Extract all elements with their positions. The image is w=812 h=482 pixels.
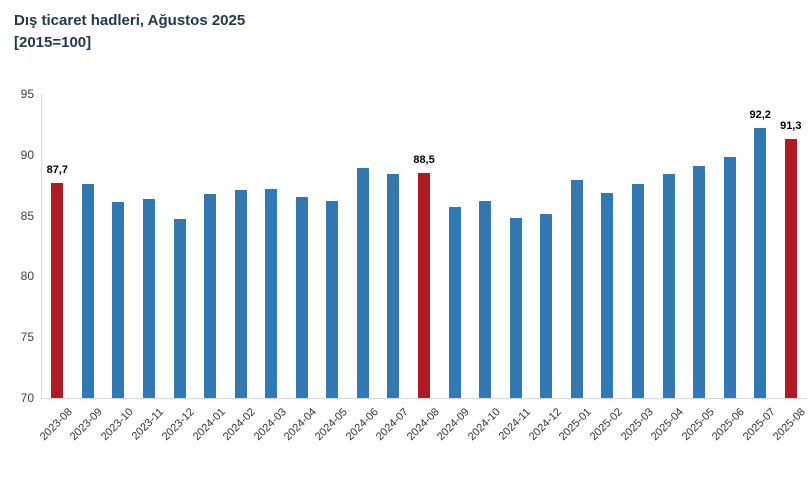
chart-bar-2025-01[interactable] bbox=[570, 180, 583, 398]
y-axis: 70 75 80 85 90 95 bbox=[0, 87, 34, 405]
x-tick-label: 2024-02 bbox=[221, 406, 259, 444]
bar-slot: 2024-12 bbox=[527, 94, 564, 443]
chart-bar-2024-06[interactable] bbox=[356, 168, 369, 398]
bar-slot: 2024-04 bbox=[282, 94, 319, 443]
y-tick-label: 90 bbox=[20, 147, 34, 162]
chart-subtitle: [2015=100] bbox=[14, 34, 92, 51]
y-tick-label: 85 bbox=[20, 208, 34, 223]
chart-bar-2024-09[interactable] bbox=[448, 207, 461, 398]
chart-bar-2023-08[interactable] bbox=[51, 182, 64, 398]
chart-bar-2024-08[interactable] bbox=[418, 173, 431, 398]
x-tick-label: 2025-08 bbox=[771, 406, 809, 444]
x-tick-label: 2025-02 bbox=[587, 406, 625, 444]
chart-bar-2024-07[interactable] bbox=[387, 174, 400, 398]
chart-bar-2025-03[interactable] bbox=[631, 183, 644, 398]
bar-slot: 2024-03 bbox=[252, 94, 289, 443]
bar-slot: 88,5 2024-08 bbox=[404, 94, 441, 443]
x-tick-label: 2024-05 bbox=[312, 406, 350, 444]
x-tick-label: 2024-08 bbox=[404, 406, 442, 444]
x-tick-label: 2025-03 bbox=[618, 406, 656, 444]
bar-slot: 87,7 2023-08 bbox=[38, 94, 75, 443]
bar-slot: 92,2 2025-07 bbox=[741, 94, 778, 443]
x-tick-label: 2024-12 bbox=[526, 406, 564, 444]
x-tick-label: 2024-06 bbox=[343, 406, 381, 444]
chart-bar-2024-03[interactable] bbox=[265, 188, 278, 398]
bar-value-label: 88,5 bbox=[413, 154, 435, 167]
x-tick-label: 2023-08 bbox=[37, 406, 75, 444]
chart-bar-2023-12[interactable] bbox=[173, 219, 186, 398]
x-tick-label: 2024-07 bbox=[373, 406, 411, 444]
x-tick-label: 2025-05 bbox=[679, 406, 717, 444]
chart-bar-2025-06[interactable] bbox=[723, 157, 736, 398]
y-tick-label: 70 bbox=[20, 391, 34, 405]
bar-slot: 2025-06 bbox=[710, 94, 747, 443]
chart-bar-2025-04[interactable] bbox=[662, 174, 675, 398]
bar-slot: 2025-05 bbox=[680, 94, 717, 443]
chart-bar-2024-04[interactable] bbox=[295, 197, 308, 398]
x-tick-label: 2025-04 bbox=[648, 406, 687, 444]
x-tick-label: 2023-09 bbox=[68, 406, 106, 444]
chart-bar-2024-11[interactable] bbox=[509, 218, 522, 398]
chart-bar-2025-08[interactable] bbox=[784, 139, 797, 398]
y-tick-label: 75 bbox=[20, 330, 34, 345]
chart-bar-2024-02[interactable] bbox=[234, 190, 247, 398]
x-tick-label: 2024-03 bbox=[251, 406, 289, 444]
chart-header: Dış ticaret hadleri, Ağustos 2025 [2015=… bbox=[14, 10, 245, 54]
bar-slot: 2025-04 bbox=[649, 94, 686, 443]
chart-bar-2025-05[interactable] bbox=[693, 165, 706, 398]
chart-bar-2023-11[interactable] bbox=[142, 198, 155, 398]
bar-slot: 2023-10 bbox=[99, 94, 136, 443]
x-tick-label: 2025-07 bbox=[740, 406, 778, 444]
x-tick-label: 2023-10 bbox=[98, 406, 136, 444]
y-tick-label: 95 bbox=[20, 87, 34, 101]
x-tick-label: 2024-04 bbox=[282, 406, 320, 444]
bar-slot: 2024-09 bbox=[435, 94, 472, 443]
x-tick-label: 2024-11 bbox=[496, 406, 534, 443]
y-tick-label: 80 bbox=[20, 269, 34, 284]
bar-slot: 2023-12 bbox=[160, 94, 197, 443]
chart-bar-2024-12[interactable] bbox=[540, 214, 553, 398]
bar-slot: 2023-11 bbox=[130, 94, 166, 442]
chart-bar-2024-05[interactable] bbox=[326, 201, 339, 398]
chart-bar-2025-07[interactable] bbox=[754, 128, 767, 398]
bar-value-label: 92,2 bbox=[749, 109, 771, 122]
chart-bar-2024-10[interactable] bbox=[479, 201, 492, 398]
bar-slot: 2024-02 bbox=[221, 94, 258, 443]
x-tick-label: 2024-09 bbox=[435, 406, 473, 444]
bar-slot: 2024-10 bbox=[466, 94, 503, 443]
bar-slot: 2024-11 bbox=[497, 94, 533, 442]
x-tick-label: 2023-12 bbox=[159, 406, 198, 444]
x-tick-label: 2023-11 bbox=[129, 406, 167, 443]
x-tick-label: 2025-06 bbox=[710, 406, 748, 444]
bar-slot: 2023-09 bbox=[68, 94, 105, 443]
bar-slot: 2024-07 bbox=[374, 94, 411, 443]
chart-bar-2023-10[interactable] bbox=[112, 202, 125, 398]
chart-bar-2024-01[interactable] bbox=[204, 193, 217, 398]
plot-area: 87,7 2023-08 2023-09 2023-10 2023-11 2023-12 2… bbox=[38, 94, 808, 443]
bar-slot: 2025-01 bbox=[557, 94, 594, 443]
x-tick-label: 2024-10 bbox=[465, 406, 503, 444]
bar-slot: 2024-06 bbox=[343, 94, 380, 443]
x-tick-label: 2025-01 bbox=[557, 406, 595, 444]
chart-bar-2025-02[interactable] bbox=[601, 192, 614, 398]
bar-slot: 2025-03 bbox=[618, 94, 655, 443]
chart-bar-2023-09[interactable] bbox=[81, 183, 94, 398]
bar-value-label: 87,7 bbox=[46, 163, 68, 176]
bar-slot: 2024-05 bbox=[313, 94, 350, 443]
bar-slot: 2025-02 bbox=[588, 94, 625, 443]
bar-value-label: 91,3 bbox=[780, 120, 802, 132]
bar-slot: 91,3 2025-08 bbox=[771, 94, 808, 443]
bar-slot: 2024-01 bbox=[191, 94, 228, 443]
x-tick-label: 2024-01 bbox=[190, 406, 228, 444]
chart-title: Dış ticaret hadleri, Ağustos 2025 bbox=[14, 12, 246, 29]
